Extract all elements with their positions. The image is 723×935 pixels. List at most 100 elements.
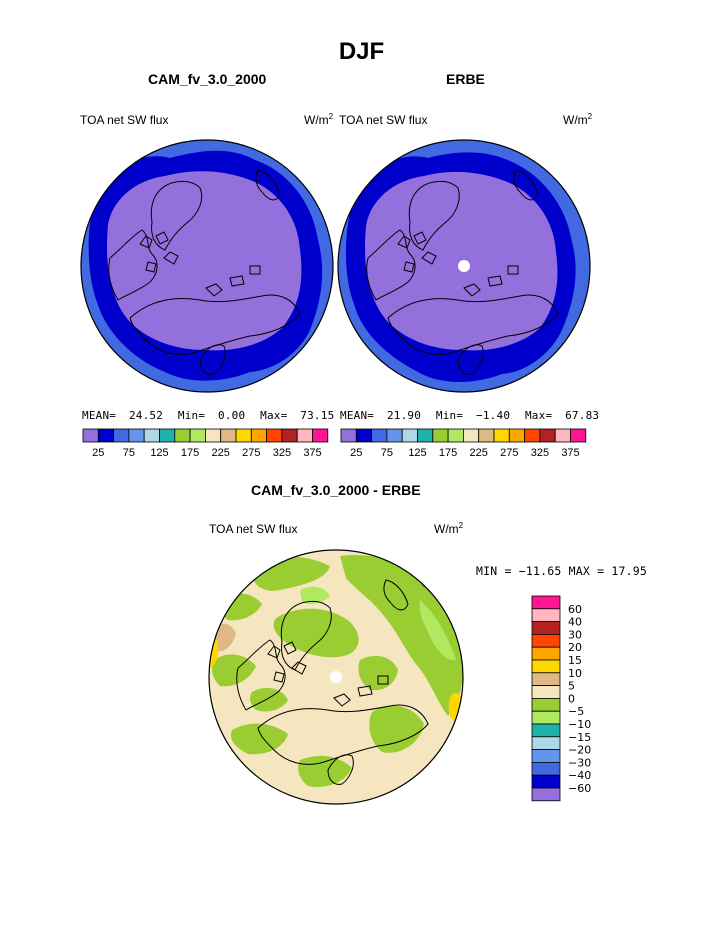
diff-pole-mask (330, 671, 342, 683)
panel-1-stats: MEAN= 24.52 Min= 0.00 Max= 73.15 (82, 409, 334, 422)
panel-1-colorbar-tick-label-7: 375 (303, 447, 321, 459)
diff-greenland-coast (280, 601, 332, 671)
panel-1-core (106, 171, 302, 351)
diff-eurasia-coast (257, 704, 429, 765)
diff-green-region-j (249, 687, 288, 712)
diff-green-region-b (340, 555, 463, 716)
panel-1-colorbar-swatch-3 (128, 428, 145, 443)
panel-1-min-label: Min= (177, 409, 206, 422)
diff-colorbar-swatch-11 (531, 736, 561, 750)
panel-1-units: W/m2 (304, 112, 333, 127)
panel-2-colorbar-swatch-2 (371, 428, 388, 443)
diff-stats: MIN = −11.65 MAX = 17.95 (476, 564, 647, 578)
diff-canada-coast (236, 639, 286, 711)
diff-green-region-g (230, 723, 288, 755)
diff-map (208, 549, 464, 805)
diff-colorbar-tick-label-2: 30 (568, 628, 582, 641)
diff-colorbar-tick-label-12: −30 (568, 756, 591, 769)
diff-map-border (208, 549, 464, 805)
panel-2-colorbar-swatch-8 (462, 428, 480, 443)
panel-2-greenland-coast (408, 181, 460, 251)
panel-2-colorbar-tick-label-5: 275 (500, 447, 518, 459)
panel-2-max-label: Max= (524, 409, 553, 422)
diff-lightgreen-region-b (300, 586, 330, 604)
panel-2-eurasia-coast (387, 294, 559, 355)
panel-2-coastlines (366, 169, 559, 375)
panel-1-greenland-coast (150, 181, 203, 251)
diff-colorbar-swatch-15 (531, 787, 561, 802)
diff-green-region-i (369, 705, 424, 753)
panel-1-map-border (80, 139, 334, 393)
panel-1-colorbar-swatch-7 (189, 428, 206, 443)
panel-1-colorbar-swatch-9 (220, 428, 237, 443)
panel-2-colorbar-swatch-15 (570, 428, 587, 443)
panel-1-colorbar-tick-label-5: 275 (242, 447, 260, 459)
panel-1-colorbar-swatch-4 (143, 428, 160, 443)
diff-units-text: W/m (434, 522, 459, 536)
panel-1-colorbar-tick-label-1: 75 (123, 447, 135, 459)
diff-lightgreen-region-a (419, 600, 456, 661)
diff-green-region-e (273, 608, 359, 658)
diff-colorbar-swatch-7 (531, 685, 561, 699)
diff-colorbar-tick-label-14: −60 (568, 782, 591, 795)
panel-2-colorbar-swatch-3 (386, 428, 403, 443)
panel-1-mean-value: 24.52 (128, 409, 164, 422)
diff-green-region-h (298, 755, 352, 788)
panel-1-colorbar-tick-label-3: 175 (181, 447, 199, 459)
panel-1-archipelago (139, 231, 179, 273)
diff-colorbar-tick-label-4: 15 (568, 654, 582, 667)
diff-title: CAM_fv_3.0_2000 - ERBE (251, 482, 421, 498)
panel-2-pole-mask (458, 260, 470, 272)
panel-2-min-value: −1.40 (476, 409, 511, 422)
panel-1-colorbar-swatch-0 (82, 428, 99, 443)
panel-2-variable-label: TOA net SW flux (339, 113, 428, 127)
panel-2-mean-value: 21.90 (386, 409, 422, 422)
panel-1-siberia-islands (205, 265, 261, 297)
panel-2-siberia-islands (463, 265, 519, 297)
diff-colorbar-tick-label-8: −5 (568, 705, 584, 718)
panel-2-stats: MEAN= 21.90 Min= −1.40 Max= 67.83 (340, 409, 599, 422)
diff-alaska (383, 579, 409, 611)
diff-scandinavia (327, 754, 354, 785)
panel-1-colorbar-swatch-12 (266, 428, 283, 443)
panel-2-scandinavia (457, 344, 484, 375)
panel-1-colorbar-swatch-2 (113, 428, 130, 443)
diff-siberia-islands (333, 675, 389, 707)
panel-1-colorbar: 25 75 125 175 225 275 325 375 (82, 428, 329, 459)
diff-colorbar-tick-label-6: 5 (568, 680, 575, 693)
panel-1-variable-label: TOA net SW flux (80, 113, 169, 127)
panel-1-min-value: 0.00 (218, 409, 246, 422)
panel-1-colorbar-swatch-5 (159, 428, 176, 443)
panel-1-max-label: Max= (260, 409, 288, 422)
diff-colorbar-swatch-2 (531, 621, 561, 635)
panel-2-map (337, 139, 591, 393)
panel-1-colorbar-swatch-8 (204, 428, 222, 443)
panel-1-colorbar-swatch-13 (281, 428, 298, 443)
panel-2-alaska (513, 169, 539, 201)
panel-2-colorbar-swatch-1 (355, 428, 372, 443)
diff-colorbar-swatch-0 (531, 595, 561, 610)
panel-1-colorbar-tick-label-2: 125 (150, 447, 168, 459)
panel-1-colorbar-tick-label-4: 225 (212, 447, 230, 459)
panel-1-canada-coast (108, 229, 158, 301)
panel-2-colorbar-tick-label-2: 125 (408, 447, 426, 459)
panel-1-colorbar-swatch-6 (174, 428, 191, 443)
panel-2-colorbar-swatch-9 (478, 428, 495, 443)
panel-2-colorbar-tick-label-0: 25 (350, 447, 362, 459)
diff-colorbar-swatch-5 (531, 659, 561, 674)
diff-units: W/m2 (434, 521, 463, 536)
diff-variable-label: TOA net SW flux (209, 522, 298, 536)
diff-colorbar-tick-label-13: −40 (568, 769, 591, 782)
panel-1-max-value: 73.15 (300, 409, 335, 422)
diff-colorbar-swatch-3 (531, 634, 561, 648)
panel-2-colorbar-tick-label-6: 325 (531, 447, 549, 459)
diff-colorbar-tick-label-1: 40 (568, 616, 582, 629)
panel-2-colorbar-swatch-10 (493, 428, 510, 443)
panel-2-colorbar-swatch-11 (508, 428, 525, 443)
panel-2-colorbar-swatch-14 (554, 428, 571, 443)
panel-1-mean-label: MEAN= (82, 409, 117, 422)
diff-colorbar-swatch-1 (531, 608, 561, 622)
